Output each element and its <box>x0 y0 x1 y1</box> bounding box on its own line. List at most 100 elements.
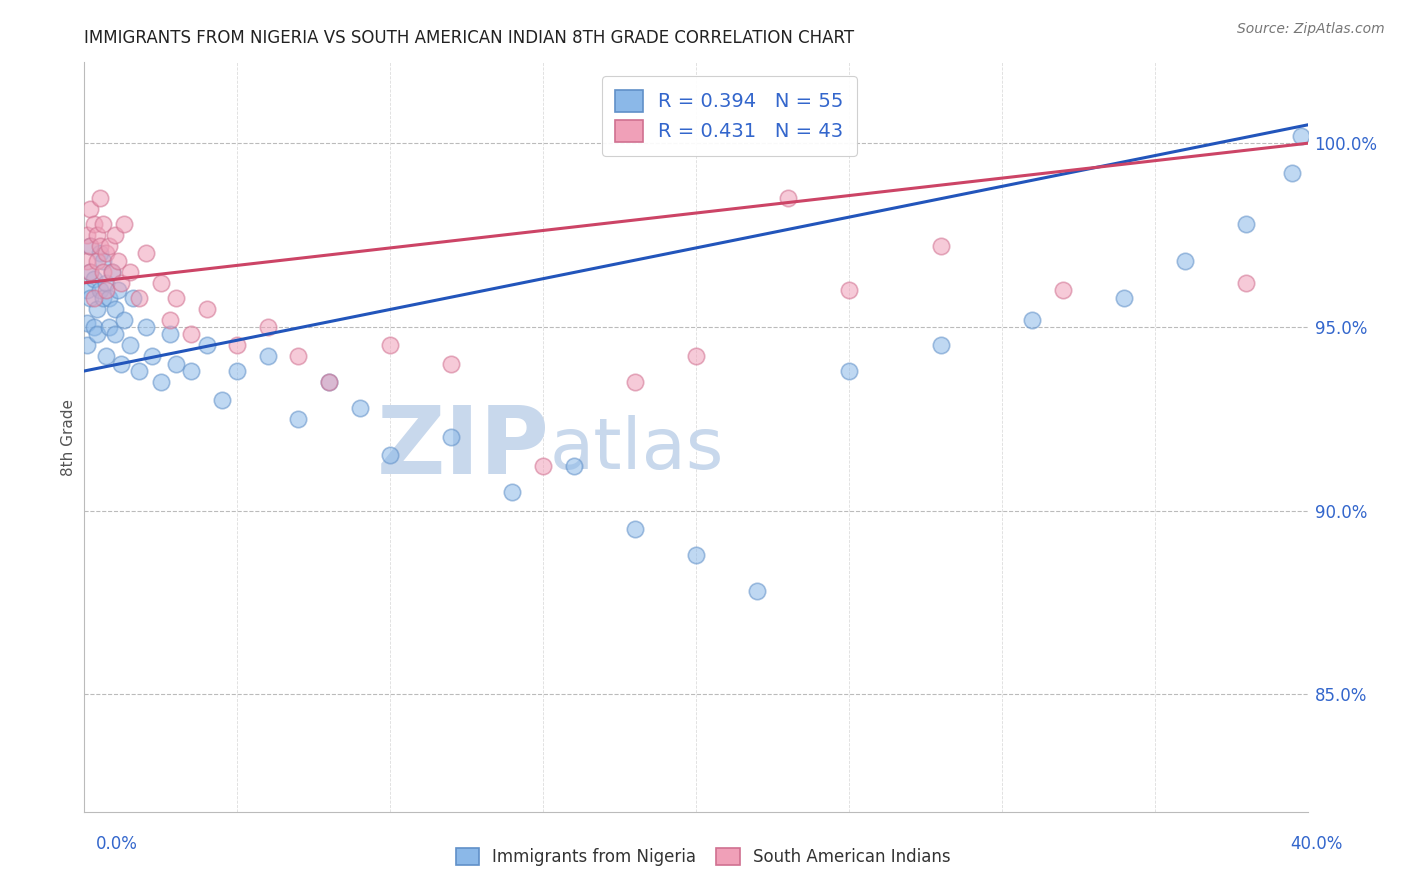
Point <box>135 246 157 260</box>
Point <box>79 202 101 217</box>
Point <box>122 291 145 305</box>
Point <box>94 283 117 297</box>
Point <box>180 364 202 378</box>
Point <box>838 283 860 297</box>
Point <box>97 319 120 334</box>
Point <box>380 338 402 352</box>
Point <box>149 276 172 290</box>
Point <box>76 338 98 352</box>
Point <box>195 301 218 316</box>
Point <box>287 349 309 363</box>
Point <box>128 364 150 378</box>
Point <box>89 246 111 260</box>
Point <box>79 265 101 279</box>
Point <box>112 312 135 326</box>
Point <box>1052 283 1074 297</box>
Point <box>165 291 187 305</box>
Point <box>120 265 142 279</box>
Point <box>141 349 163 363</box>
Point <box>440 430 463 444</box>
Point <box>211 393 233 408</box>
Point <box>94 276 117 290</box>
Point <box>110 276 132 290</box>
Point <box>83 217 105 231</box>
Point <box>101 265 124 279</box>
Legend: R = 0.394   N = 55, R = 0.431   N = 43: R = 0.394 N = 55, R = 0.431 N = 43 <box>602 76 858 156</box>
Point <box>86 301 108 316</box>
Text: Source: ZipAtlas.com: Source: ZipAtlas.com <box>1237 22 1385 37</box>
Y-axis label: 8th Grade: 8th Grade <box>60 399 76 475</box>
Point <box>104 327 127 342</box>
Point <box>104 228 127 243</box>
Point <box>226 338 249 352</box>
Point <box>195 338 218 352</box>
Point <box>79 239 101 253</box>
Point <box>94 349 117 363</box>
Text: atlas: atlas <box>550 416 724 484</box>
Point <box>318 375 340 389</box>
Point <box>159 312 181 326</box>
Point <box>94 246 117 260</box>
Point <box>531 459 554 474</box>
Point <box>349 401 371 415</box>
Point <box>79 265 101 279</box>
Point <box>159 327 181 342</box>
Point <box>440 357 463 371</box>
Point <box>1236 217 1258 231</box>
Point <box>776 191 799 205</box>
Point <box>97 239 120 253</box>
Text: 40.0%: 40.0% <box>1291 835 1343 853</box>
Point <box>257 349 280 363</box>
Point <box>89 283 111 297</box>
Text: ZIP: ZIP <box>377 402 550 494</box>
Point <box>1114 291 1136 305</box>
Point <box>76 283 98 297</box>
Point <box>128 291 150 305</box>
Point <box>1291 128 1313 143</box>
Point <box>1236 276 1258 290</box>
Point <box>76 228 98 243</box>
Point <box>110 357 132 371</box>
Point <box>86 253 108 268</box>
Point <box>89 191 111 205</box>
Point <box>562 459 585 474</box>
Point <box>380 449 402 463</box>
Point <box>83 272 105 286</box>
Point <box>685 349 707 363</box>
Point <box>747 584 769 599</box>
Point <box>91 217 114 231</box>
Point <box>107 253 129 268</box>
Point <box>104 301 127 316</box>
Point <box>97 291 120 305</box>
Point <box>86 327 108 342</box>
Point <box>624 375 647 389</box>
Point <box>83 319 105 334</box>
Point <box>112 217 135 231</box>
Point <box>838 364 860 378</box>
Point <box>101 265 124 279</box>
Point <box>149 375 172 389</box>
Point <box>107 283 129 297</box>
Point <box>180 327 202 342</box>
Point <box>79 291 101 305</box>
Point <box>91 265 114 279</box>
Point <box>91 291 114 305</box>
Point <box>624 522 647 536</box>
Point <box>287 411 309 425</box>
Point <box>929 338 952 352</box>
Point <box>1174 253 1197 268</box>
Point <box>165 357 187 371</box>
Point <box>257 319 280 334</box>
Point <box>502 485 524 500</box>
Point <box>1281 166 1303 180</box>
Point <box>79 239 101 253</box>
Point <box>83 291 105 305</box>
Point <box>1021 312 1043 326</box>
Point <box>226 364 249 378</box>
Text: IMMIGRANTS FROM NIGERIA VS SOUTH AMERICAN INDIAN 8TH GRADE CORRELATION CHART: IMMIGRANTS FROM NIGERIA VS SOUTH AMERICA… <box>84 29 855 47</box>
Legend: Immigrants from Nigeria, South American Indians: Immigrants from Nigeria, South American … <box>449 841 957 873</box>
Point <box>89 239 111 253</box>
Text: 0.0%: 0.0% <box>96 835 138 853</box>
Point <box>76 253 98 268</box>
Point <box>318 375 340 389</box>
